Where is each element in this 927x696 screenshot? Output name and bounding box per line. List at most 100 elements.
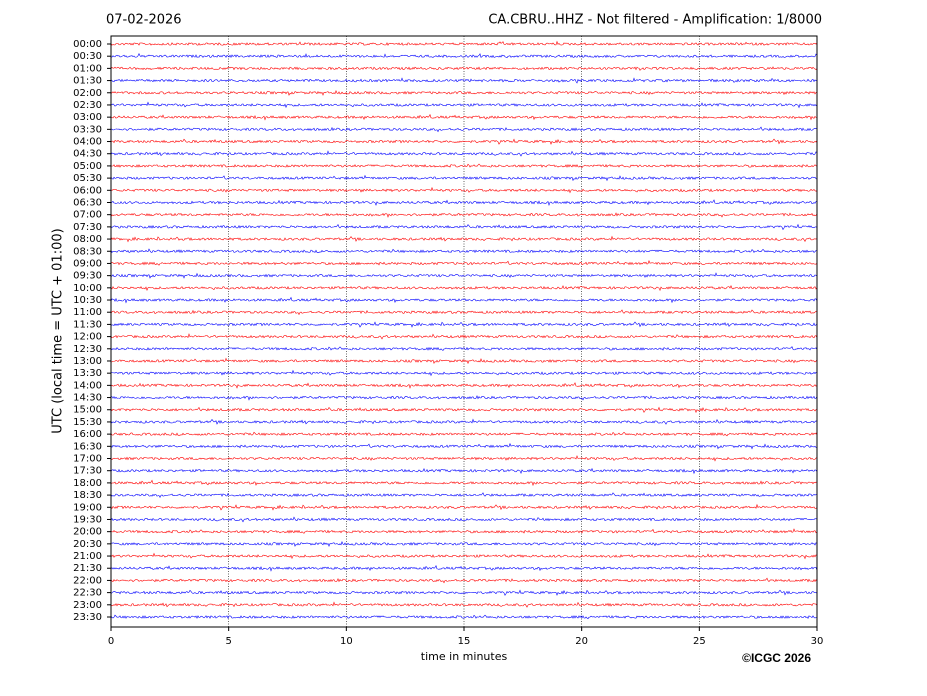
trace: [110, 77, 818, 84]
y-tick-label: 12:30: [73, 344, 102, 355]
y-tick-label: 20:00: [73, 527, 102, 538]
trace: [110, 467, 818, 475]
trace: [110, 369, 818, 377]
trace: [110, 163, 818, 169]
trace: [110, 455, 818, 462]
y-tick-label: 04:00: [73, 137, 102, 148]
y-tick-label: 16:30: [73, 441, 102, 452]
y-tick-label: 09:30: [73, 271, 102, 282]
chart-title: CA.CBRU..HHZ - Not filtered - Amplificat…: [488, 13, 822, 28]
x-tick-label: 25: [693, 636, 706, 647]
y-tick-label: 05:30: [73, 173, 102, 184]
trace: [110, 479, 818, 487]
trace: [110, 40, 818, 46]
y-tick-label: 21:00: [73, 551, 102, 562]
trace: [110, 395, 818, 401]
trace: [110, 138, 818, 145]
y-tick-label: 00:00: [73, 39, 102, 50]
trace: [110, 296, 818, 304]
y-tick-label: 10:30: [73, 295, 102, 306]
trace: [110, 89, 818, 96]
trace: [110, 442, 818, 450]
trace: [110, 174, 818, 182]
y-tick-label: 17:30: [73, 466, 102, 477]
y-tick-label: 18:00: [73, 478, 102, 489]
trace: [110, 285, 818, 292]
x-tick-label: 15: [458, 636, 471, 647]
trace: [110, 248, 818, 254]
trace: [110, 528, 818, 534]
y-tick-label: 17:00: [73, 454, 102, 465]
trace: [110, 382, 818, 389]
trace: [110, 235, 818, 243]
trace: [110, 199, 818, 207]
y-tick-label: 11:00: [73, 307, 102, 318]
trace: [110, 577, 818, 584]
axes-frame: [110, 35, 818, 628]
x-tick-label: 30: [811, 636, 824, 647]
date: 07-02-2026: [106, 13, 182, 28]
trace: [110, 126, 818, 133]
trace: [110, 309, 818, 316]
trace: [110, 333, 818, 340]
y-tick-label: 13:30: [73, 368, 102, 379]
y-tick-label: 03:00: [73, 112, 102, 123]
trace: [110, 66, 818, 71]
trace: [110, 186, 818, 194]
y-tick-label: 23:00: [73, 600, 102, 611]
y-tick-label: 02:30: [73, 100, 102, 111]
x-tick-label: 20: [575, 636, 588, 647]
trace: [110, 406, 818, 414]
y-tick-label: 00:30: [73, 51, 102, 62]
y-tick-label: 15:30: [73, 417, 102, 428]
trace: [110, 552, 818, 560]
trace: [110, 589, 818, 596]
trace: [110, 601, 818, 608]
y-tick-label: 16:00: [73, 429, 102, 440]
y-tick-label: 22:00: [73, 575, 102, 586]
trace: [110, 150, 818, 157]
y-tick-label: 11:30: [73, 319, 102, 330]
trace: [110, 503, 818, 511]
y-tick-label: 14:00: [73, 380, 102, 391]
trace: [110, 260, 818, 266]
y-tick-label: 01:30: [73, 76, 102, 87]
y-tick-label: 10:00: [73, 283, 102, 294]
y-tick-label: 07:00: [73, 210, 102, 221]
y-tick-label: 14:30: [73, 393, 102, 404]
y-tick-label: 01:00: [73, 63, 102, 74]
trace: [110, 212, 818, 218]
y-tick-label: 08:00: [73, 234, 102, 245]
y-tick-label: 09:00: [73, 258, 102, 269]
y-tick-label: 18:30: [73, 490, 102, 501]
y-tick-label: 05:00: [73, 161, 102, 172]
y-tick-label: 02:00: [73, 88, 102, 99]
trace: [110, 272, 818, 279]
x-tick-label: 0: [108, 636, 114, 647]
y-tick-label: 21:30: [73, 563, 102, 574]
y-tick-label: 13:00: [73, 356, 102, 367]
trace: [110, 431, 818, 437]
y-tick-label: 06:00: [73, 185, 102, 196]
y-tick-label: 20:30: [73, 539, 102, 550]
trace: [110, 564, 818, 572]
trace: [110, 113, 818, 121]
trace: [110, 614, 818, 620]
trace: [110, 223, 818, 231]
y-tick-label: 19:30: [73, 514, 102, 525]
y-tick-label: 07:30: [73, 222, 102, 233]
y-tick-label: 22:30: [73, 588, 102, 599]
trace: [110, 418, 818, 425]
y-tick-label: 08:30: [73, 246, 102, 257]
x-tick-label: 10: [340, 636, 353, 647]
trace: [110, 492, 818, 499]
y-tick-label: 03:30: [73, 124, 102, 135]
trace: [110, 357, 818, 365]
trace: [110, 346, 818, 351]
y-tick-label: 04:30: [73, 149, 102, 160]
x-axis-label: time in minutes: [421, 650, 508, 663]
y-tick-label: 19:00: [73, 502, 102, 513]
y-tick-label: 23:30: [73, 612, 102, 623]
